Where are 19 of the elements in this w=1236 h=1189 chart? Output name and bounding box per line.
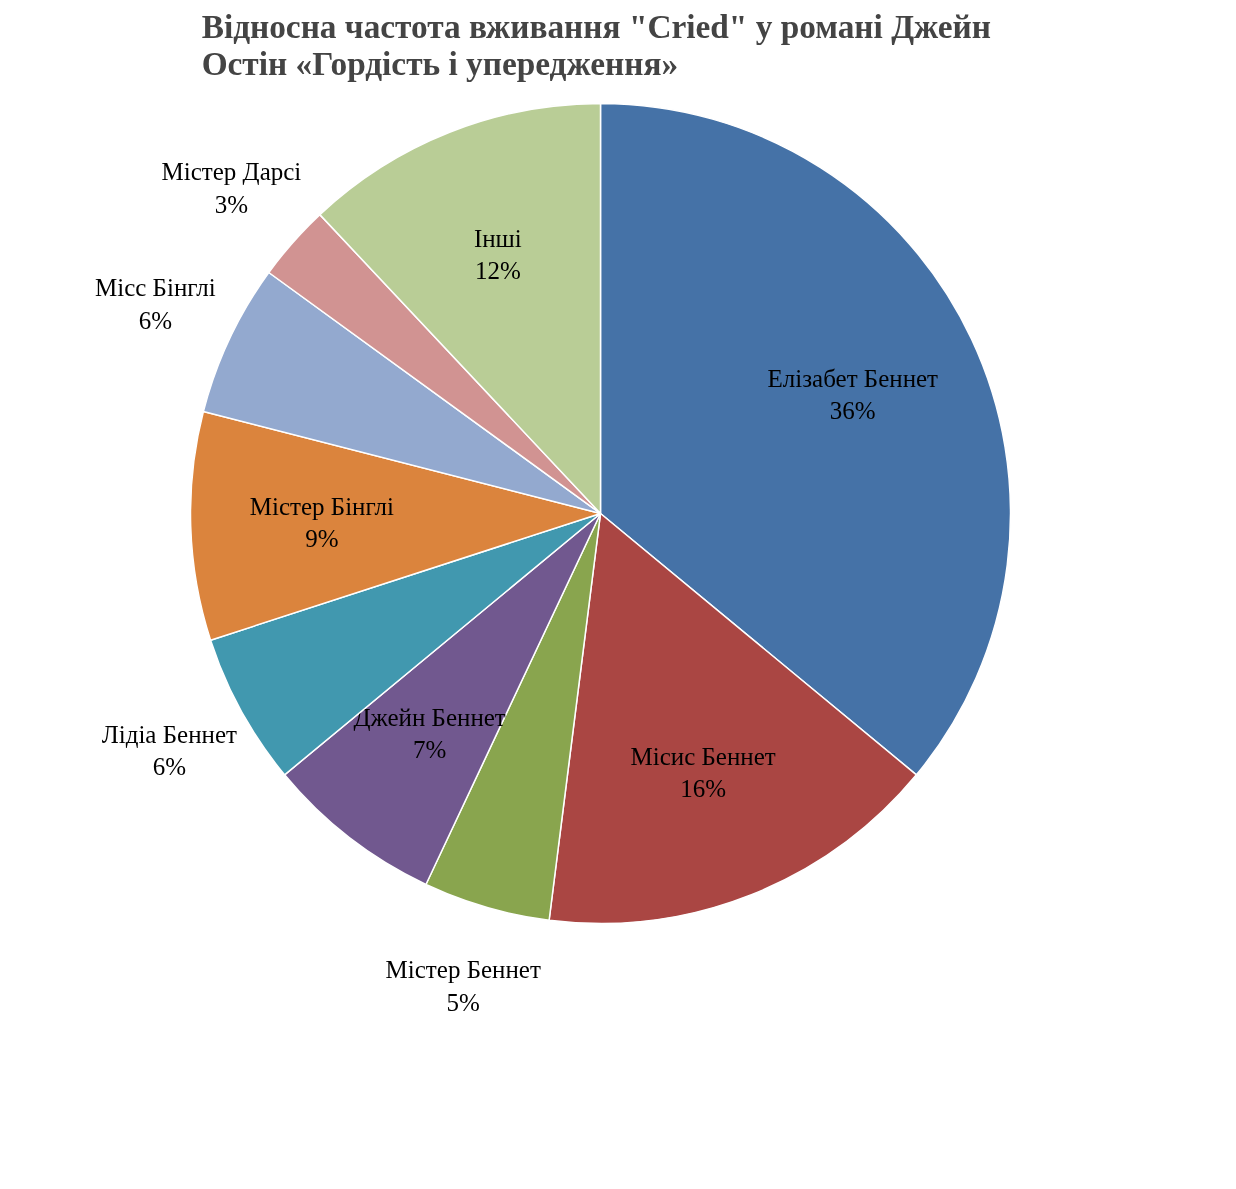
- data-label: 16%: [680, 775, 727, 803]
- data-label: 12%: [474, 256, 521, 284]
- slice-label: Містер Дарсі: [161, 158, 302, 186]
- chart-title: Відносна частота вживання "Cried" у романі Джейн Остін «Гордість і упередження»: [201, 7, 992, 82]
- data-label: 3%: [214, 190, 249, 218]
- data-label: 6%: [152, 753, 187, 781]
- data-label: 36%: [829, 397, 876, 425]
- slice-label: Містер Бінглі: [249, 492, 394, 520]
- data-label: 7%: [412, 736, 447, 764]
- data-label: 6%: [138, 306, 172, 334]
- slice-label: Джейн Беннет: [353, 704, 506, 732]
- slice-label: Містер Беннет: [385, 956, 541, 984]
- slice-label: Елізабет Беннет: [767, 365, 939, 393]
- slice-label: Інші: [473, 224, 522, 252]
- data-label: 5%: [446, 988, 480, 1016]
- slice-label: Лідіа Беннет: [101, 720, 237, 748]
- slice-label: Місс Бінглі: [94, 274, 216, 302]
- data-label: 9%: [305, 524, 339, 552]
- slice-label: Місис Беннет: [630, 743, 776, 771]
